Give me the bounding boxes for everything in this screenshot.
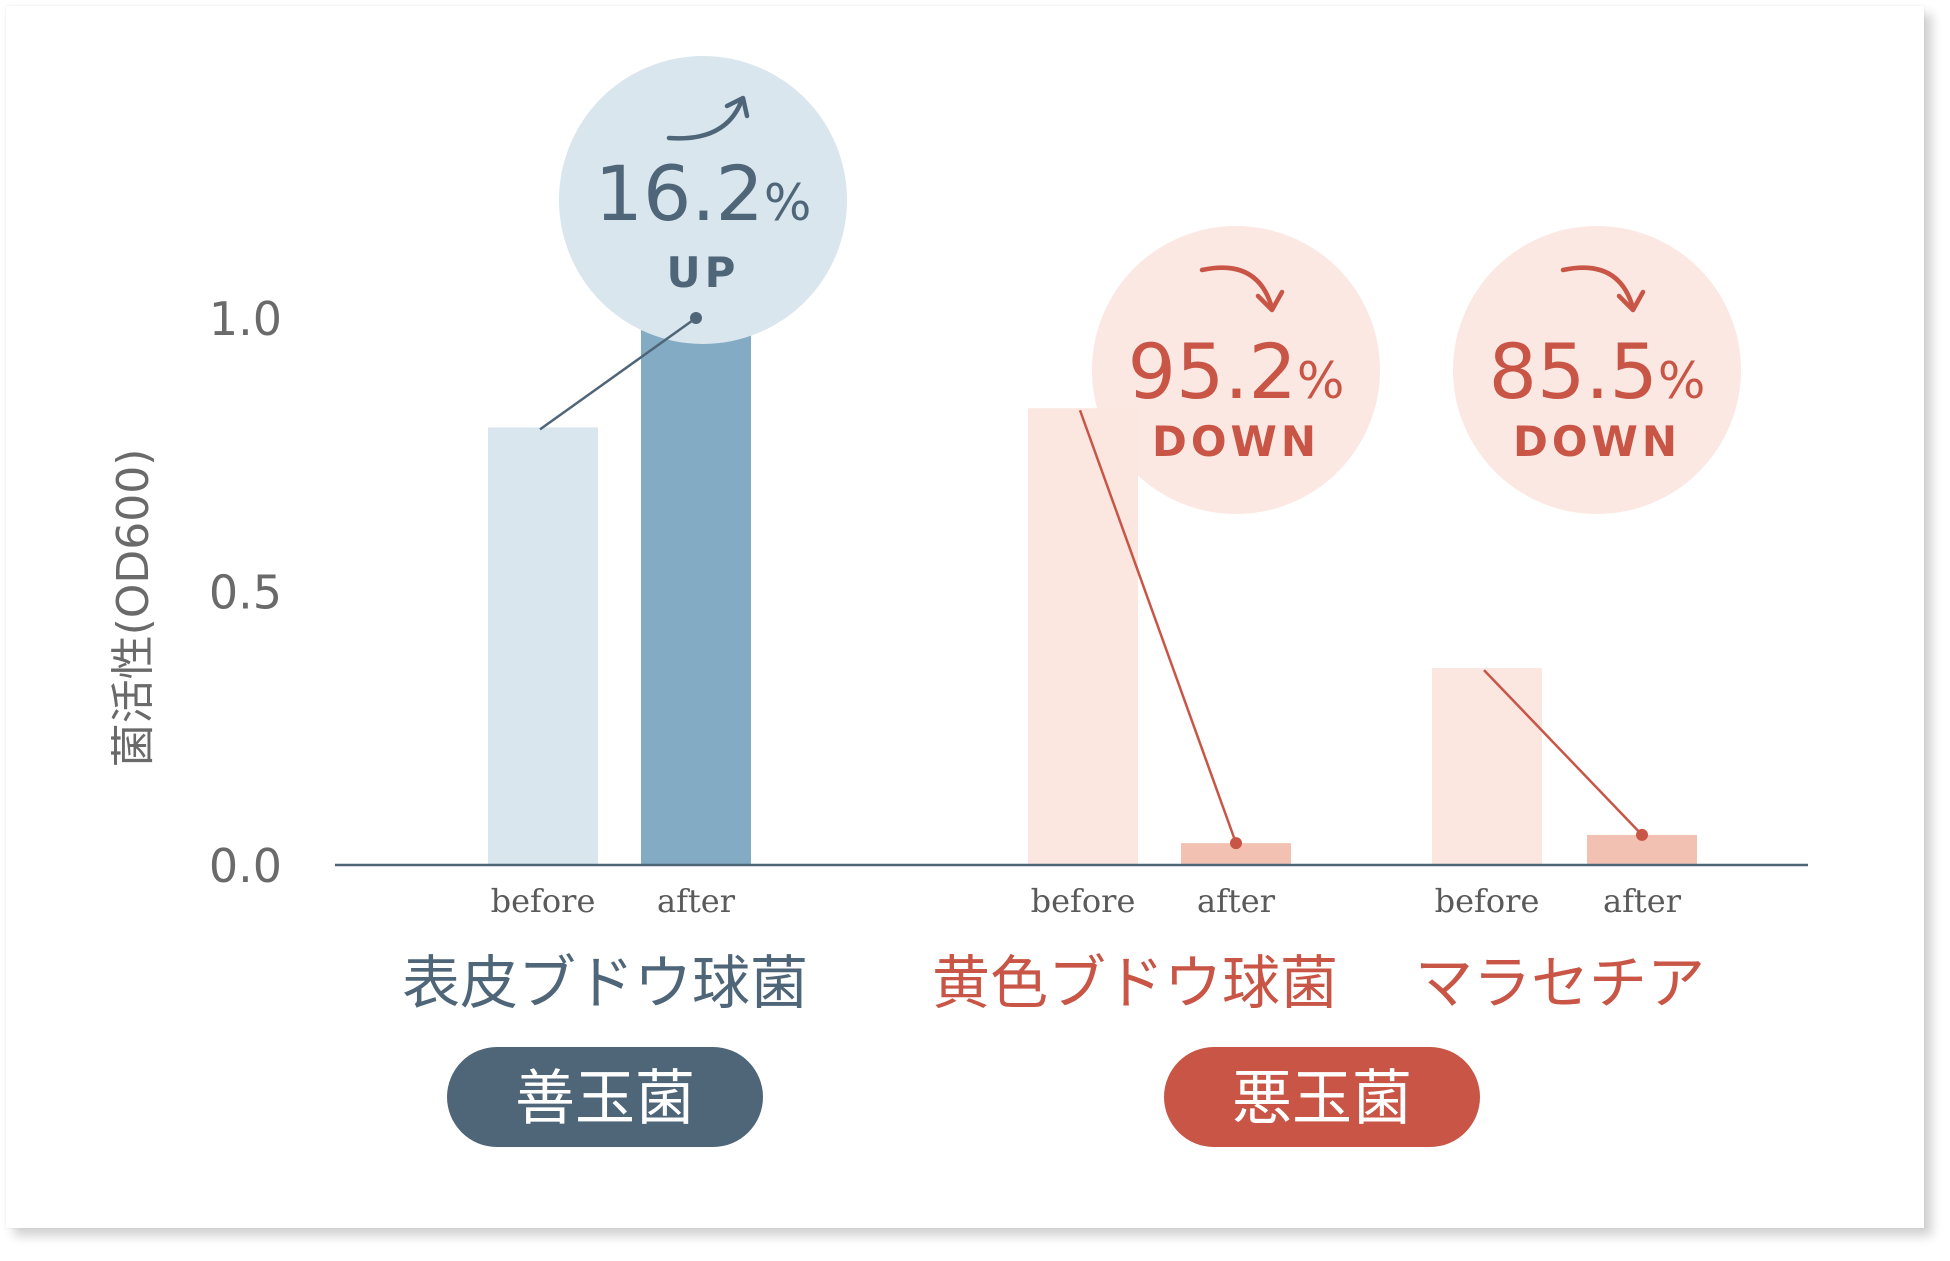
bar-0-after xyxy=(641,318,751,865)
x-tick-label-0-0: before xyxy=(491,882,596,920)
arrow-down-icon xyxy=(1199,265,1275,311)
group-label-0: 表皮ブドウ球菌 xyxy=(402,949,808,1017)
bar-2-before xyxy=(1432,668,1542,865)
badge-pill-1 xyxy=(1164,1047,1480,1147)
change-badge-1: 95.2%DOWN xyxy=(1092,226,1380,514)
x-tick-label-2-1: after xyxy=(1603,882,1682,920)
change-circle-2 xyxy=(1453,226,1741,514)
y-axis-ticks: 0.0 0.5 1.0 xyxy=(209,292,282,893)
y-tick-label-2: 1.0 xyxy=(209,292,282,346)
bar-1-after xyxy=(1181,843,1291,865)
y-tick-label-0: 0.0 xyxy=(209,839,282,893)
x-tick-label-2-0: before xyxy=(1435,882,1540,920)
y-axis-label: 菌活性(OD600) xyxy=(108,449,159,768)
x-tick-label-0-1: after xyxy=(657,882,736,920)
connector-dot-1 xyxy=(1230,837,1242,850)
connector-line-2 xyxy=(1483,669,1643,836)
change-direction-2: DOWN xyxy=(1513,417,1681,466)
group-label-1: 黄色ブドウ球菌 xyxy=(932,949,1338,1017)
chart-card xyxy=(6,6,1924,1228)
bar-0-before xyxy=(488,427,598,865)
change-circle-1 xyxy=(1092,226,1380,514)
change-percent-2: 85.5% xyxy=(1489,327,1706,416)
x-tick-label-1-1: after xyxy=(1197,882,1276,920)
x-axis-labels: before after before after before after xyxy=(491,882,1682,920)
connector-lines-layer xyxy=(539,312,1648,850)
group-labels: 表皮ブドウ球菌 黄色ブドウ球菌 マラセチア xyxy=(402,949,1705,1017)
arrow-up-icon xyxy=(666,99,744,141)
change-percent-1: 95.2% xyxy=(1128,327,1345,416)
arrow-down-head-icon xyxy=(1616,289,1646,313)
y-tick-label-1: 0.5 xyxy=(209,566,282,620)
badge-label-0: 善玉菌 xyxy=(515,1064,695,1134)
change-direction-1: DOWN xyxy=(1152,417,1320,466)
change-direction-0: UP xyxy=(667,248,740,297)
arrow-down-head-icon xyxy=(1255,289,1285,313)
bar-1-before xyxy=(1028,408,1138,865)
arrow-up-head-icon xyxy=(724,95,750,119)
badge-pill-0 xyxy=(447,1047,763,1147)
connector-dot-2 xyxy=(1636,828,1648,841)
connector-dot-0 xyxy=(690,312,702,324)
badges: 善玉菌 悪玉菌 xyxy=(447,1047,1480,1147)
change-circle-0 xyxy=(559,56,847,344)
change-percent-0: 16.2% xyxy=(595,149,812,238)
change-badge-2: 85.5%DOWN xyxy=(1453,226,1741,514)
change-badge-0: 16.2% UP xyxy=(559,56,847,344)
connector-line-1 xyxy=(1078,409,1238,844)
badge-label-1: 悪玉菌 xyxy=(1232,1064,1412,1134)
bars-layer xyxy=(488,318,1697,865)
group-label-2: マラセチア xyxy=(1415,949,1705,1017)
arrow-down-icon xyxy=(1560,265,1636,311)
connector-line-0 xyxy=(539,316,697,431)
x-tick-label-1-0: before xyxy=(1031,882,1136,920)
